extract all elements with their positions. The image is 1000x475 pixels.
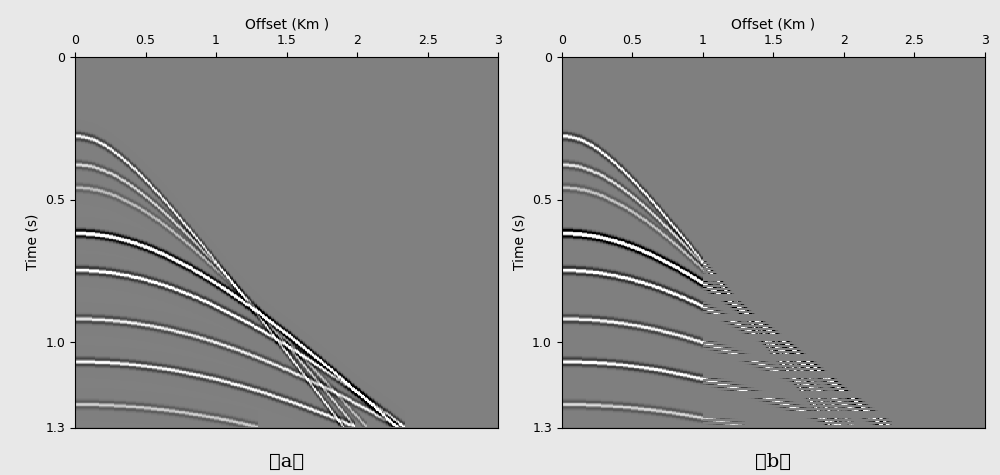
Y-axis label: Time (s): Time (s) [26,214,40,270]
Y-axis label: Time (s): Time (s) [512,214,526,270]
X-axis label: Offset (Km ): Offset (Km ) [731,18,815,32]
X-axis label: Offset (Km ): Offset (Km ) [245,18,329,32]
Text: （a）: （a） [269,454,304,471]
Text: （b）: （b） [755,454,791,471]
